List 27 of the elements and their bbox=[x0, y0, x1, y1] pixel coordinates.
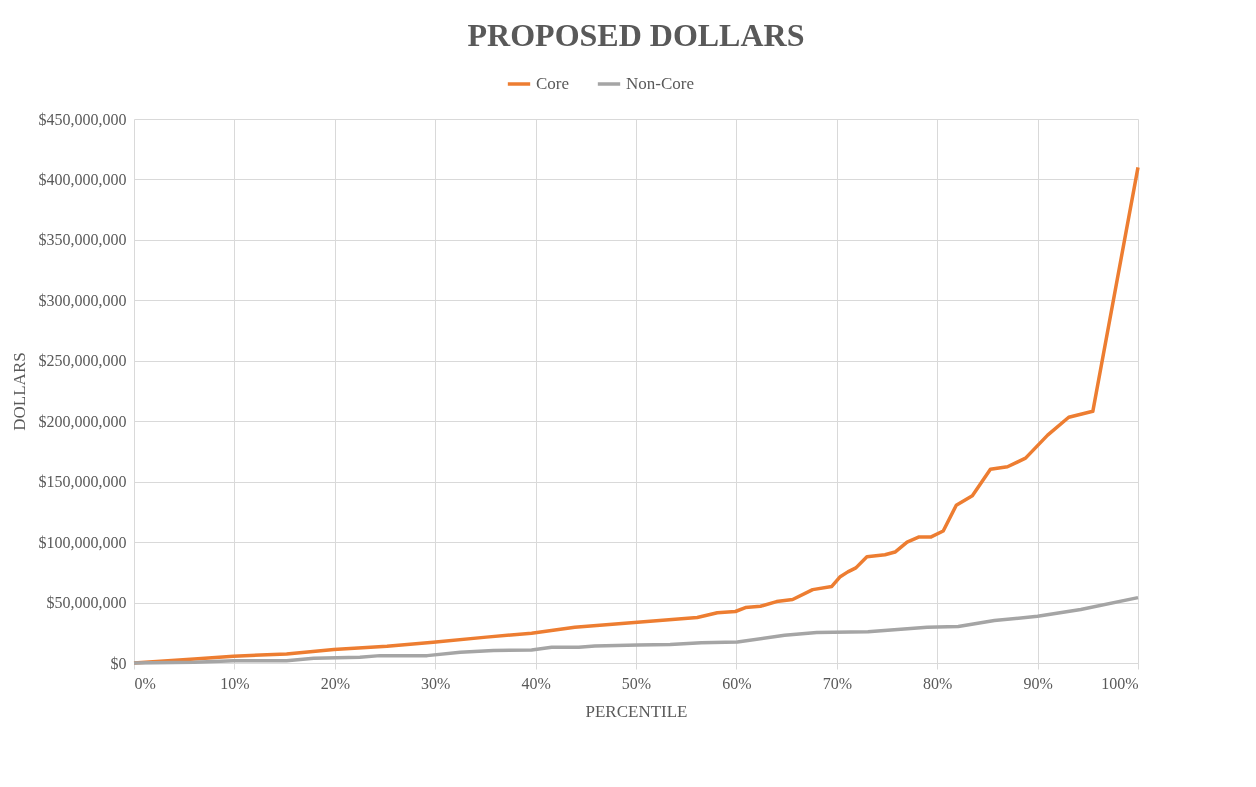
y-tick-label: $50,000,000 bbox=[46, 594, 127, 612]
x-tick-label: 60% bbox=[722, 674, 752, 692]
legend-label: Non-Core bbox=[626, 74, 694, 93]
y-tick-label: $350,000,000 bbox=[38, 231, 127, 249]
y-tick-label: $150,000,000 bbox=[38, 473, 127, 491]
y-tick-label: $250,000,000 bbox=[38, 352, 127, 370]
y-tick-label: $0 bbox=[110, 654, 127, 672]
x-tick-label: 70% bbox=[822, 674, 852, 692]
chart-title: PROPOSED DOLLARS bbox=[467, 17, 805, 53]
y-tick-label: $300,000,000 bbox=[38, 291, 127, 309]
x-tick-label: 80% bbox=[923, 674, 953, 692]
x-tick-label: 40% bbox=[521, 674, 551, 692]
line-series bbox=[132, 595, 1140, 665]
x-tick-label: 10% bbox=[220, 674, 250, 692]
x-axis-title: PERCENTILE bbox=[585, 701, 688, 721]
y-tick-label: $100,000,000 bbox=[38, 533, 127, 551]
y-axis-title: DOLLARS bbox=[9, 352, 29, 431]
legend-label: Core bbox=[536, 74, 570, 93]
x-tick-label: 0% bbox=[134, 674, 156, 692]
x-tick-label: 20% bbox=[320, 674, 350, 692]
x-tick-label: 50% bbox=[621, 674, 652, 692]
y-tick-label: $400,000,000 bbox=[38, 170, 127, 188]
x-tick-label: 30% bbox=[421, 674, 451, 692]
x-tick-label: 90% bbox=[1023, 674, 1053, 692]
y-tick-label: $450,000,000 bbox=[38, 110, 127, 128]
x-tick-label: 100% bbox=[1101, 674, 1139, 692]
y-tick-label: $200,000,000 bbox=[38, 412, 127, 430]
